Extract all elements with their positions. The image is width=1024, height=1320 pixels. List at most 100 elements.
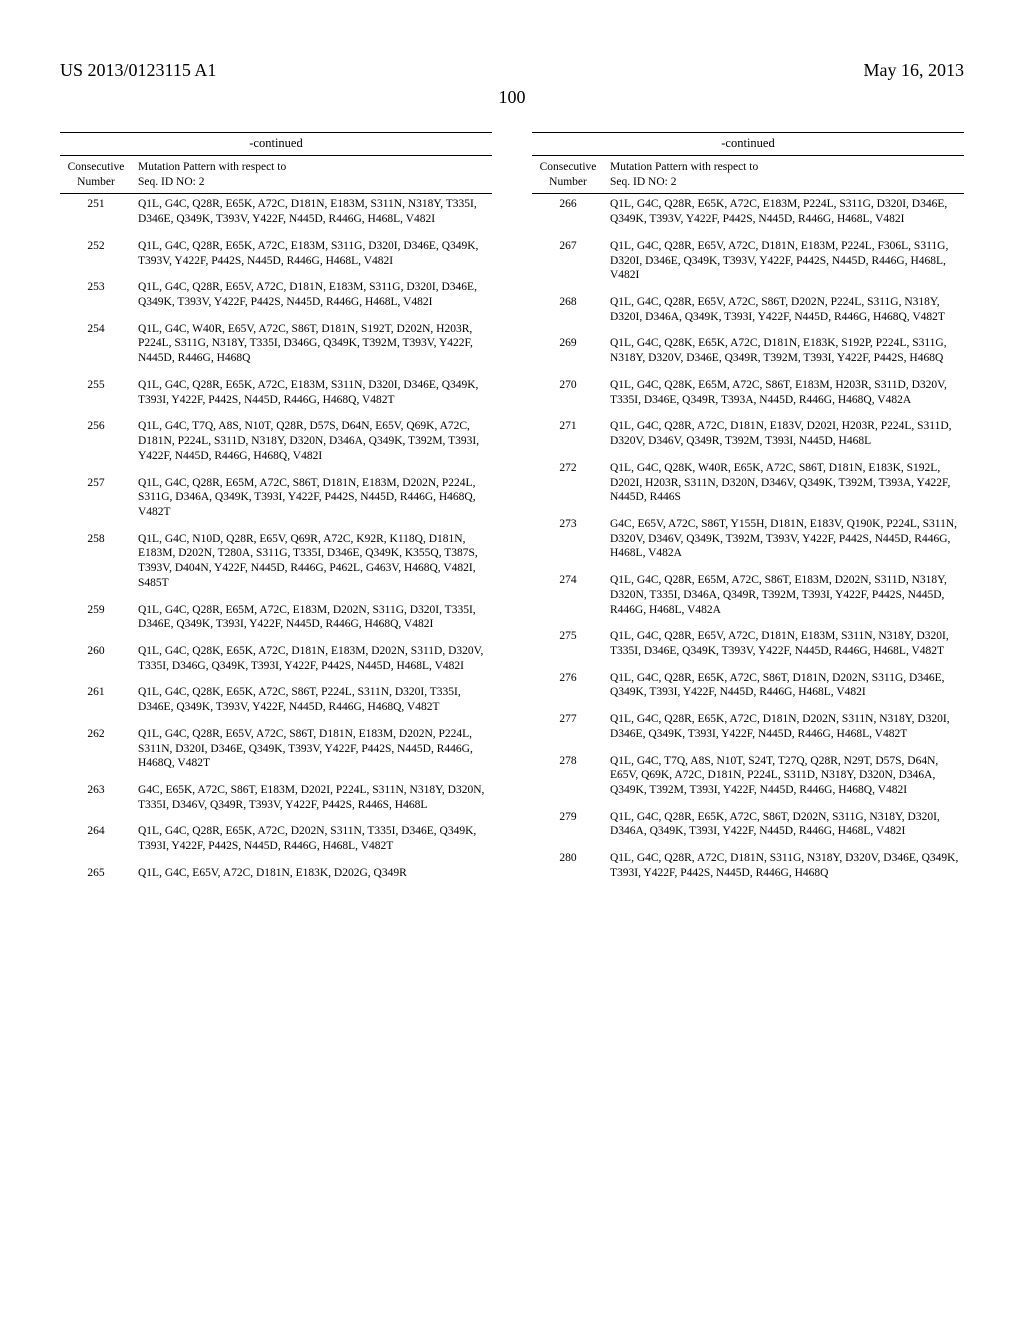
consecutive-number: 276: [532, 668, 610, 709]
mutation-pattern: Q1L, G4C, Q28R, E65K, A72C, E183M, S311N…: [138, 375, 492, 416]
consecutive-number: 277: [532, 709, 610, 750]
table-row: 280Q1L, G4C, Q28R, A72C, D181N, S311G, N…: [532, 848, 964, 889]
consecutive-number: 278: [532, 751, 610, 807]
table-row: 270Q1L, G4C, Q28K, E65M, A72C, S86T, E18…: [532, 375, 964, 416]
consecutive-number: 269: [532, 333, 610, 374]
consecutive-number: 263: [60, 780, 138, 821]
table-row: 257Q1L, G4C, Q28R, E65M, A72C, S86T, D18…: [60, 473, 492, 529]
mutation-pattern: Q1L, G4C, Q28R, E65V, A72C, S86T, D202N,…: [610, 292, 964, 333]
consecutive-number: 275: [532, 626, 610, 667]
consecutive-number: 274: [532, 570, 610, 626]
mutation-pattern: Q1L, G4C, Q28R, E65K, A72C, E183M, P224L…: [610, 194, 964, 235]
mutation-pattern: Q1L, G4C, Q28R, E65K, A72C, D181N, E183M…: [138, 194, 492, 235]
mutation-pattern: Q1L, G4C, Q28R, E65K, A72C, S86T, D202N,…: [610, 807, 964, 848]
table-row: 261Q1L, G4C, Q28K, E65K, A72C, S86T, P22…: [60, 682, 492, 723]
consecutive-number: 264: [60, 821, 138, 862]
patent-pub-date: May 16, 2013: [864, 60, 965, 81]
table-row: 266Q1L, G4C, Q28R, E65K, A72C, E183M, P2…: [532, 194, 964, 235]
mutation-pattern: Q1L, G4C, W40R, E65V, A72C, S86T, D181N,…: [138, 319, 492, 375]
table-row: 276Q1L, G4C, Q28R, E65K, A72C, S86T, D18…: [532, 668, 964, 709]
table-row: 273G4C, E65V, A72C, S86T, Y155H, D181N, …: [532, 514, 964, 570]
table-row: 267Q1L, G4C, Q28R, E65V, A72C, D181N, E1…: [532, 236, 964, 292]
table-row: 264Q1L, G4C, Q28R, E65K, A72C, D202N, S3…: [60, 821, 492, 862]
table-row: 251Q1L, G4C, Q28R, E65K, A72C, D181N, E1…: [60, 194, 492, 235]
table-row: 271Q1L, G4C, Q28R, A72C, D181N, E183V, D…: [532, 416, 964, 457]
mutation-pattern: Q1L, G4C, Q28R, E65K, A72C, D202N, S311N…: [138, 821, 492, 862]
mutation-pattern: Q1L, G4C, Q28R, E65V, A72C, D181N, E183M…: [610, 236, 964, 292]
consecutive-number: 259: [60, 600, 138, 641]
table-row: 268Q1L, G4C, Q28R, E65V, A72C, S86T, D20…: [532, 292, 964, 333]
mutation-pattern: Q1L, G4C, Q28R, E65M, A72C, S86T, E183M,…: [610, 570, 964, 626]
table-row: 256Q1L, G4C, T7Q, A8S, N10T, Q28R, D57S,…: [60, 416, 492, 472]
table-row: 252Q1L, G4C, Q28R, E65K, A72C, E183M, S3…: [60, 236, 492, 277]
continued-label-left: -continued: [60, 133, 492, 156]
table-row: 265Q1L, G4C, E65V, A72C, D181N, E183K, D…: [60, 863, 492, 890]
table-row: 259Q1L, G4C, Q28R, E65M, A72C, E183M, D2…: [60, 600, 492, 641]
mutation-table-left: -continued ConsecutiveNumber Mutation Pa…: [60, 132, 492, 890]
mutation-pattern: Q1L, G4C, Q28R, E65K, A72C, D181N, D202N…: [610, 709, 964, 750]
mutation-pattern: Q1L, G4C, T7Q, A8S, N10T, S24T, T27Q, Q2…: [610, 751, 964, 807]
consecutive-number: 256: [60, 416, 138, 472]
table-row: 262Q1L, G4C, Q28R, E65V, A72C, S86T, D18…: [60, 724, 492, 780]
mutation-pattern: Q1L, G4C, Q28R, A72C, D181N, E183V, D202…: [610, 416, 964, 457]
consecutive-number: 270: [532, 375, 610, 416]
mutation-pattern: Q1L, G4C, Q28R, E65V, A72C, D181N, E183M…: [610, 626, 964, 667]
consecutive-number: 272: [532, 458, 610, 514]
col-header-mutation-left: Mutation Pattern with respect toSeq. ID …: [138, 156, 492, 194]
mutation-pattern: Q1L, G4C, Q28R, E65V, A72C, D181N, E183M…: [138, 277, 492, 318]
consecutive-number: 261: [60, 682, 138, 723]
consecutive-number: 279: [532, 807, 610, 848]
table-row: 272Q1L, G4C, Q28K, W40R, E65K, A72C, S86…: [532, 458, 964, 514]
consecutive-number: 262: [60, 724, 138, 780]
consecutive-number: 271: [532, 416, 610, 457]
mutation-pattern: Q1L, G4C, T7Q, A8S, N10T, Q28R, D57S, D6…: [138, 416, 492, 472]
consecutive-number: 265: [60, 863, 138, 890]
col-header-consecutive-left: ConsecutiveNumber: [60, 156, 138, 194]
consecutive-number: 273: [532, 514, 610, 570]
consecutive-number: 257: [60, 473, 138, 529]
mutation-pattern: Q1L, G4C, Q28R, A72C, D181N, S311G, N318…: [610, 848, 964, 889]
mutation-pattern: G4C, E65V, A72C, S86T, Y155H, D181N, E18…: [610, 514, 964, 570]
consecutive-number: 260: [60, 641, 138, 682]
patent-pub-number: US 2013/0123115 A1: [60, 60, 216, 81]
table-row: 279Q1L, G4C, Q28R, E65K, A72C, S86T, D20…: [532, 807, 964, 848]
mutation-pattern: Q1L, G4C, Q28K, E65M, A72C, S86T, E183M,…: [610, 375, 964, 416]
page-number: 100: [60, 87, 964, 108]
table-row: 269Q1L, G4C, Q28K, E65K, A72C, D181N, E1…: [532, 333, 964, 374]
mutation-pattern: Q1L, G4C, Q28K, E65K, A72C, D181N, E183M…: [138, 641, 492, 682]
table-row: 277Q1L, G4C, Q28R, E65K, A72C, D181N, D2…: [532, 709, 964, 750]
consecutive-number: 280: [532, 848, 610, 889]
consecutive-number: 252: [60, 236, 138, 277]
col-header-mutation-right: Mutation Pattern with respect toSeq. ID …: [610, 156, 964, 194]
consecutive-number: 254: [60, 319, 138, 375]
consecutive-number: 268: [532, 292, 610, 333]
table-row: 260Q1L, G4C, Q28K, E65K, A72C, D181N, E1…: [60, 641, 492, 682]
mutation-pattern: Q1L, G4C, Q28R, E65K, A72C, E183M, S311G…: [138, 236, 492, 277]
col-header-consecutive-right: ConsecutiveNumber: [532, 156, 610, 194]
continued-label-right: -continued: [532, 133, 964, 156]
consecutive-number: 266: [532, 194, 610, 235]
mutation-pattern: Q1L, G4C, Q28R, E65V, A72C, S86T, D181N,…: [138, 724, 492, 780]
consecutive-number: 251: [60, 194, 138, 235]
mutation-table-right: -continued ConsecutiveNumber Mutation Pa…: [532, 132, 964, 890]
table-row: 255Q1L, G4C, Q28R, E65K, A72C, E183M, S3…: [60, 375, 492, 416]
mutation-pattern: Q1L, G4C, Q28K, E65K, A72C, S86T, P224L,…: [138, 682, 492, 723]
consecutive-number: 255: [60, 375, 138, 416]
consecutive-number: 267: [532, 236, 610, 292]
table-row: 274Q1L, G4C, Q28R, E65M, A72C, S86T, E18…: [532, 570, 964, 626]
mutation-pattern: Q1L, G4C, Q28R, E65M, A72C, E183M, D202N…: [138, 600, 492, 641]
mutation-pattern: Q1L, G4C, Q28K, E65K, A72C, D181N, E183K…: [610, 333, 964, 374]
mutation-pattern: Q1L, G4C, Q28R, E65K, A72C, S86T, D181N,…: [610, 668, 964, 709]
mutation-pattern: Q1L, G4C, Q28K, W40R, E65K, A72C, S86T, …: [610, 458, 964, 514]
table-row: 263G4C, E65K, A72C, S86T, E183M, D202I, …: [60, 780, 492, 821]
table-row: 278Q1L, G4C, T7Q, A8S, N10T, S24T, T27Q,…: [532, 751, 964, 807]
mutation-pattern: Q1L, G4C, Q28R, E65M, A72C, S86T, D181N,…: [138, 473, 492, 529]
table-row: 258Q1L, G4C, N10D, Q28R, E65V, Q69R, A72…: [60, 529, 492, 600]
table-row: 275Q1L, G4C, Q28R, E65V, A72C, D181N, E1…: [532, 626, 964, 667]
mutation-pattern: G4C, E65K, A72C, S86T, E183M, D202I, P22…: [138, 780, 492, 821]
consecutive-number: 253: [60, 277, 138, 318]
mutation-pattern: Q1L, G4C, N10D, Q28R, E65V, Q69R, A72C, …: [138, 529, 492, 600]
table-row: 254Q1L, G4C, W40R, E65V, A72C, S86T, D18…: [60, 319, 492, 375]
mutation-pattern: Q1L, G4C, E65V, A72C, D181N, E183K, D202…: [138, 863, 492, 890]
table-row: 253Q1L, G4C, Q28R, E65V, A72C, D181N, E1…: [60, 277, 492, 318]
